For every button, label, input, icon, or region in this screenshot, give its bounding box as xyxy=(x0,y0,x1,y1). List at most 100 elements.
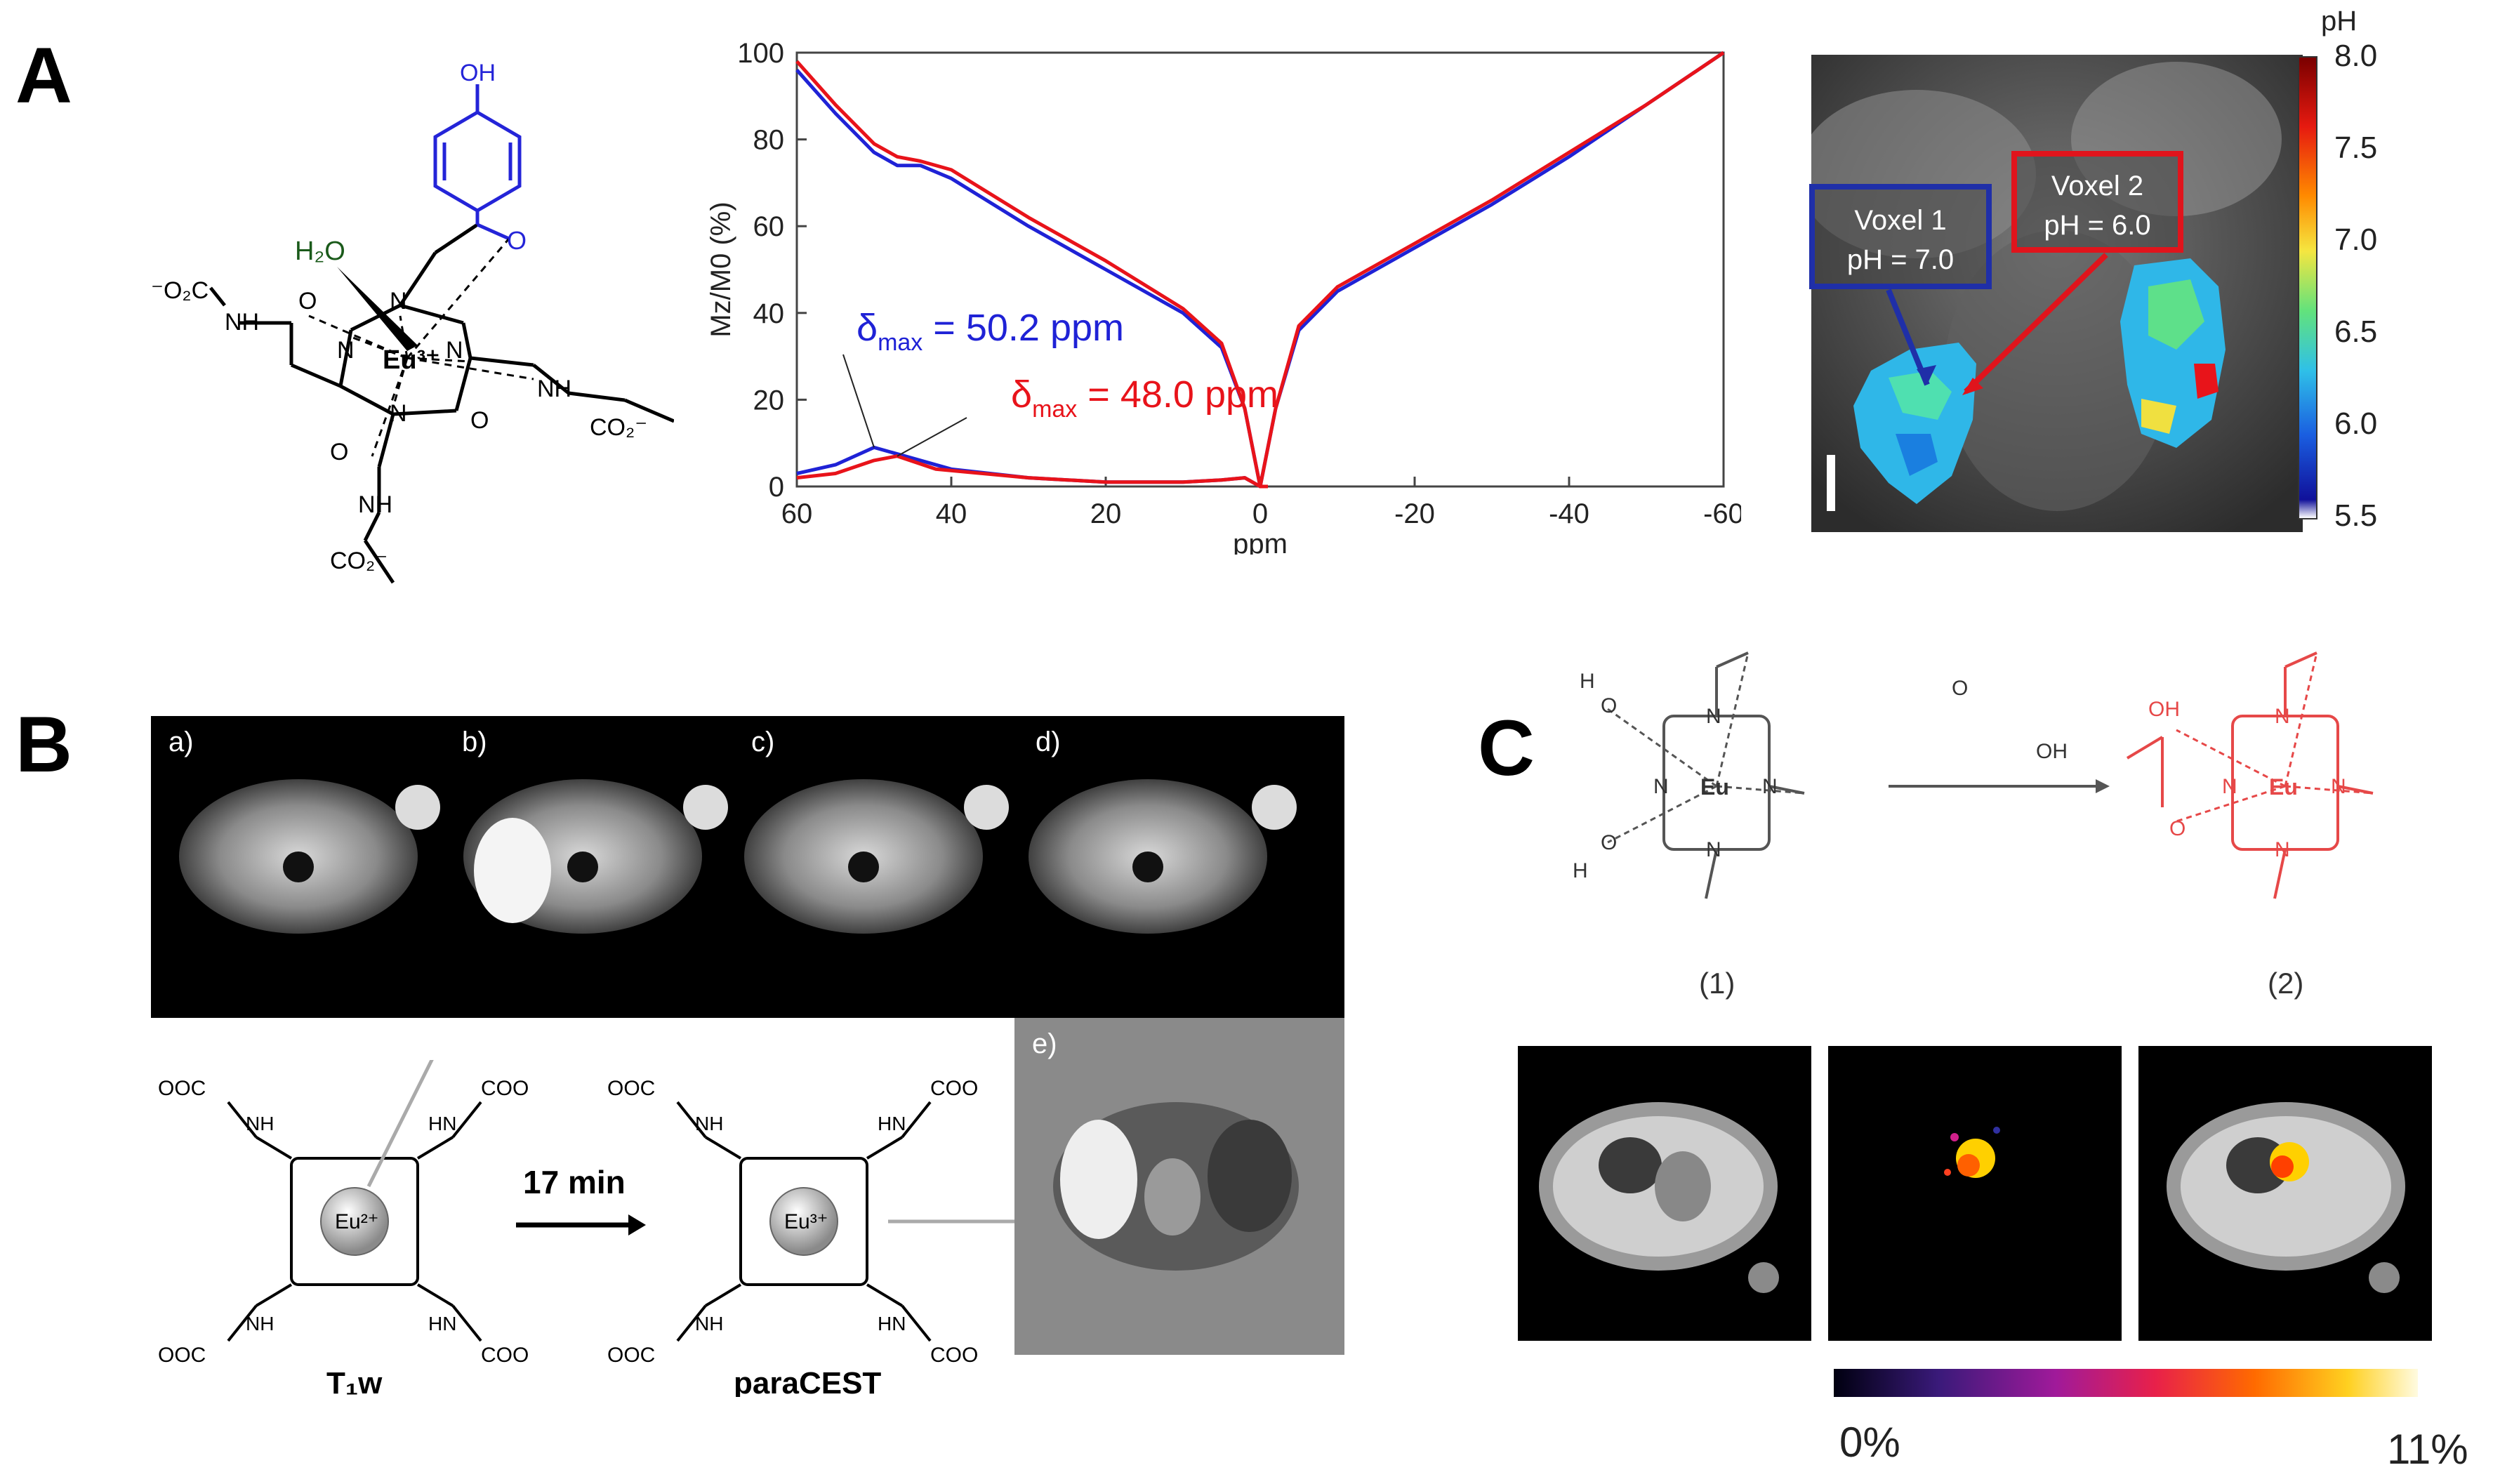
o-atom-bottom: O xyxy=(330,439,348,465)
ph-tick-6-5: 6.5 xyxy=(2334,314,2378,349)
mri-label-e: e) xyxy=(1032,1028,1057,1059)
y-tick-label: 60 xyxy=(753,211,785,242)
x-tick-label: 40 xyxy=(936,498,967,529)
n-label-2a: N xyxy=(2275,705,2290,728)
nh-tl: NH xyxy=(246,1113,274,1134)
n-atom-bottom: N xyxy=(390,400,407,427)
voxel-1-box: Voxel 1 pH = 7.0 xyxy=(1809,184,1992,289)
ph-tick-8-0: 8.0 xyxy=(2334,39,2378,73)
oh-label: OH xyxy=(460,60,496,86)
x-tick-label: -60 xyxy=(1703,498,1741,529)
h-label-1b: H xyxy=(1573,859,1588,882)
ooc-top-left: OOC xyxy=(158,1077,206,1100)
n-label-2b: N xyxy=(2222,775,2237,798)
o-atom-left: O xyxy=(298,288,317,314)
lactate-oh: OH xyxy=(2036,740,2068,763)
voxel-1-title: Voxel 1 xyxy=(1854,205,1947,236)
n-atom-top: N xyxy=(390,288,407,314)
eu2-label: Eu²⁺ xyxy=(335,1210,379,1233)
complex-1-label: (1) xyxy=(1699,967,1735,1000)
mri-anatomical xyxy=(1518,1046,1811,1341)
y-tick-label: 0 xyxy=(769,472,784,503)
hn-br: HN xyxy=(428,1313,456,1334)
o-label-2: O xyxy=(2169,817,2185,840)
n-label-2d: N xyxy=(2275,838,2290,861)
x-tick-label: 60 xyxy=(781,498,813,529)
voxel-2-title: Voxel 2 xyxy=(2051,171,2144,201)
y-tick-label: 80 xyxy=(753,125,785,156)
ph-colorbar-title: pH xyxy=(2321,6,2358,37)
mri-label-b: b) xyxy=(462,727,487,757)
hn-br-r: HN xyxy=(878,1313,906,1334)
eu-label-2: Eu xyxy=(2269,774,2298,800)
nh-tl-r: NH xyxy=(695,1113,723,1134)
coo-top-left: COO xyxy=(481,1077,529,1100)
left-carboxylate-label: ⁻O₂C xyxy=(151,277,209,304)
ph-tick-7-5: 7.5 xyxy=(2334,131,2378,165)
n-atom-left: N xyxy=(337,337,355,364)
coo-bottom-right: COO xyxy=(930,1344,978,1367)
mri-frame-b xyxy=(463,779,728,934)
panel-label-b: B xyxy=(15,701,72,788)
o-label-1a: O xyxy=(1601,694,1617,717)
nh-left-label: NH xyxy=(225,309,259,336)
n-label-1c: N xyxy=(1762,775,1778,798)
lactate-o: O xyxy=(1952,677,1968,700)
panel-label-c: C xyxy=(1478,704,1535,792)
o-atom-right: O xyxy=(470,407,489,434)
paracest-caption: paraCEST xyxy=(734,1366,881,1397)
nh-right-label: NH xyxy=(537,376,571,402)
y-tick-label: 20 xyxy=(753,385,785,416)
x-tick-label: -20 xyxy=(1394,498,1435,529)
paracest-difference-image xyxy=(1014,1018,1344,1355)
nh-bl: NH xyxy=(246,1313,274,1334)
x-tick-label: 0 xyxy=(1252,498,1268,529)
ph-tick-7-0: 7.0 xyxy=(2334,223,2378,257)
coo-bottom-left: COO xyxy=(481,1344,529,1367)
nh-bottom-label: NH xyxy=(358,491,392,518)
voxel-1-ph: pH = 7.0 xyxy=(1846,244,1955,275)
mri-label-a: a) xyxy=(168,727,194,757)
voxel-arrows xyxy=(1886,253,2108,395)
pointer-red xyxy=(897,417,967,457)
voxel-2-box: Voxel 2 pH = 6.0 xyxy=(2011,151,2183,253)
n-label-1a: N xyxy=(1706,705,1721,728)
n-atom-right: N xyxy=(446,337,463,364)
ph-tick-6-0: 6.0 xyxy=(2334,406,2378,441)
n-label-1d: N xyxy=(1706,838,1721,861)
z-spectrum-chart: 0 20 40 60 80 100 60 40 20 0 -20 -40 -60 ppm Mz/M0 (%)… xyxy=(706,38,1741,555)
complex-2-label: (2) xyxy=(2268,967,2303,1000)
colorbar-min-label: 0% xyxy=(1839,1419,1900,1466)
eu2-to-eu3-scheme: Eu²⁺ Eu³⁺ 17 min OOC COO OOC COO OOC COO… xyxy=(158,1060,1014,1397)
mri-frame-a xyxy=(179,779,440,934)
mri-lactate-map xyxy=(1828,1046,2122,1341)
mri-label-c: c) xyxy=(751,727,775,757)
x-tick-label: 20 xyxy=(1090,498,1122,529)
colorbar-max-label: 11% xyxy=(2387,1426,2468,1473)
mri-frame-d xyxy=(1029,779,1297,934)
h2o-label: H₂O xyxy=(295,237,345,266)
nh-bl-r: NH xyxy=(695,1313,723,1334)
eu3-label-b: Eu³⁺ xyxy=(784,1210,828,1233)
bottom-carboxylate-label: CO₂⁻ xyxy=(330,548,388,574)
o-label-1b: O xyxy=(1601,831,1617,854)
mri-overlay xyxy=(2138,1046,2432,1341)
lactate-binding-scheme: Eu H O H O N N N N (1) OH O Eu N N N N O… xyxy=(1573,651,2374,1000)
mri-strip-svg xyxy=(179,779,1297,934)
n-label-2c: N xyxy=(2331,775,2346,798)
hn-tr-r: HN xyxy=(878,1113,906,1134)
pointer-blue xyxy=(842,354,875,448)
ooc-bottom-right: OOC xyxy=(607,1344,655,1367)
n-label-1b: N xyxy=(1653,775,1669,798)
chart-frame xyxy=(795,51,1725,488)
mri-strip xyxy=(151,716,1344,1018)
eu-complex-structure: OH H₂O O Eu³⁺ ⁻O₂C NH NH CO₂⁻ NH CO₂⁻ N … xyxy=(151,60,674,584)
t1w-caption: T₁w xyxy=(326,1366,383,1397)
y-tick-label: 100 xyxy=(737,38,784,69)
ooc-bottom-left: OOC xyxy=(158,1344,206,1367)
lactate-colorbar xyxy=(1834,1369,2418,1397)
ph-colorbar xyxy=(2298,56,2317,519)
x-axis-label: ppm xyxy=(1233,529,1288,555)
voxel-2-ph: pH = 6.0 xyxy=(2044,210,2151,241)
ooc-top-right: OOC xyxy=(607,1077,655,1100)
